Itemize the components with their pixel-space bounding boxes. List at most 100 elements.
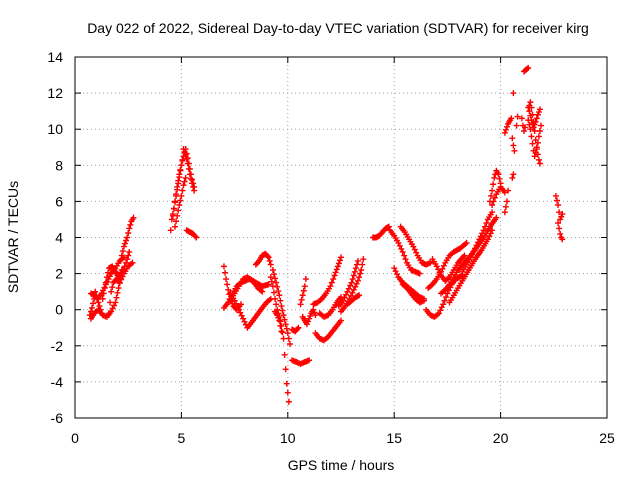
data-point <box>356 292 363 299</box>
data-point <box>524 65 531 72</box>
data-point <box>102 279 109 286</box>
data-point <box>119 273 126 280</box>
data-point <box>490 198 497 205</box>
data-point <box>487 230 494 237</box>
data-point <box>533 115 540 122</box>
data-point <box>508 115 515 122</box>
data-point <box>355 277 362 284</box>
data-point <box>281 316 288 323</box>
data-point <box>502 203 509 210</box>
y-tick-label: -6 <box>51 410 64 426</box>
data-point <box>558 213 565 220</box>
data-point <box>276 317 283 324</box>
data-point <box>306 357 313 364</box>
data-point <box>185 160 192 167</box>
y-tick-label: 14 <box>47 49 63 65</box>
data-point <box>167 227 174 234</box>
data-point <box>234 303 241 310</box>
data-point <box>501 209 508 216</box>
data-point <box>225 286 232 293</box>
data-point <box>360 256 367 263</box>
data-point <box>332 269 339 276</box>
data-point <box>124 234 131 241</box>
data-point <box>555 202 562 209</box>
data-point <box>496 175 503 182</box>
y-tick-label: 10 <box>47 121 63 137</box>
data-point <box>476 236 483 243</box>
data-point <box>353 280 360 287</box>
data-point <box>126 225 133 232</box>
data-point <box>502 126 509 133</box>
data-point <box>391 265 398 272</box>
data-point <box>410 243 417 250</box>
data-point <box>241 318 248 325</box>
data-point <box>392 268 399 275</box>
data-point <box>489 202 496 209</box>
data-point <box>109 305 116 312</box>
data-point <box>491 194 498 201</box>
data-point <box>96 303 103 310</box>
data-point <box>477 233 484 240</box>
data-point <box>347 282 354 289</box>
data-point <box>437 307 444 314</box>
data-point <box>182 146 189 153</box>
data-point <box>266 257 273 264</box>
data-point <box>103 274 110 281</box>
data-point <box>274 312 281 319</box>
data-point <box>302 276 309 283</box>
data-point <box>240 315 247 322</box>
data-point <box>118 252 125 259</box>
data-point <box>527 99 534 106</box>
data-point <box>349 289 356 296</box>
data-point <box>100 290 107 297</box>
data-point <box>129 259 136 266</box>
data-point <box>327 283 334 290</box>
data-point <box>310 306 317 313</box>
data-point <box>264 253 271 260</box>
data-point <box>513 122 520 129</box>
y-axis-label: SDTVAR / TECUs <box>5 181 21 293</box>
data-point <box>334 263 341 270</box>
data-point <box>436 269 443 276</box>
data-point <box>481 223 488 230</box>
data-point <box>119 248 126 255</box>
data-point <box>270 271 277 278</box>
data-point <box>170 205 177 212</box>
x-tick-label: 0 <box>71 430 79 446</box>
data-point <box>220 263 227 270</box>
y-tick-label: 8 <box>55 157 63 173</box>
data-point <box>299 292 306 299</box>
data-point <box>186 165 193 172</box>
data-point <box>122 240 129 247</box>
data-point <box>222 269 229 276</box>
data-point <box>89 304 96 311</box>
data-point <box>338 254 344 261</box>
data-point <box>530 124 537 131</box>
data-point <box>353 261 360 268</box>
data-point <box>300 287 307 294</box>
data-point <box>470 248 477 255</box>
data-point <box>357 270 364 277</box>
y-tick-label: 2 <box>55 266 63 282</box>
data-point <box>442 294 449 301</box>
data-point <box>294 325 301 332</box>
data-point <box>351 268 358 275</box>
data-point <box>330 276 337 283</box>
chart-title: Day 022 of 2022, Sidereal Day-to-day VTE… <box>87 20 589 36</box>
data-point <box>484 236 491 243</box>
data-point <box>535 156 542 163</box>
data-point <box>277 297 284 304</box>
data-point <box>279 307 286 314</box>
data-point <box>489 187 496 194</box>
data-point <box>285 398 292 405</box>
data-point <box>480 227 487 234</box>
data-point <box>335 260 342 267</box>
data-point <box>107 299 114 306</box>
data-point <box>268 278 275 285</box>
data-point <box>510 142 517 149</box>
data-point <box>130 214 137 221</box>
data-point <box>307 313 314 320</box>
data-point <box>462 240 469 247</box>
data-point <box>180 153 187 160</box>
